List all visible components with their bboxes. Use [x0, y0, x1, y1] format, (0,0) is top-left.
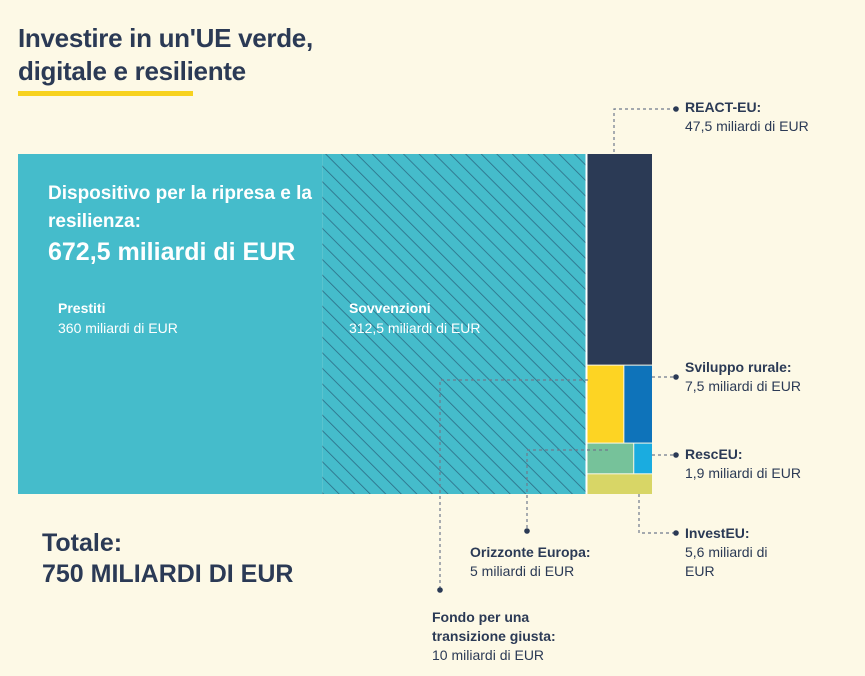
- label-fondo-transizione-name: Fondo per una transizione giusta:: [432, 609, 556, 644]
- label-sovvenzioni: Sovvenzioni 312,5 miliardi di EUR: [349, 298, 481, 338]
- label-resceu-name: RescEU:: [685, 446, 743, 462]
- title-line-1: Investire in un'UE verde,: [18, 23, 313, 53]
- treemap-rect-orizzonte-europa: [587, 443, 634, 474]
- label-prestiti-value: 360 miliardi di EUR: [58, 320, 178, 336]
- leader-dot-orizzonte-europa: [524, 528, 530, 534]
- label-fondo-transizione: Fondo per una transizione giusta: 10 mil…: [432, 608, 597, 665]
- label-resceu: RescEU: 1,9 miliardi di EUR: [685, 445, 801, 483]
- label-fondo-transizione-value: 10 miliardi di EUR: [432, 647, 545, 663]
- leader-line-investeu: [638, 494, 676, 534]
- treemap-rect-prestiti: [18, 154, 323, 494]
- label-react-eu: REACT-EU: 47,5 miliardi di EUR: [685, 98, 809, 136]
- main-series-value: 672,5 miliardi di EUR: [48, 238, 296, 266]
- label-investeu: InvestEU: 5,6 miliardi di EUR: [685, 524, 795, 581]
- leader-dot-fondo-transizione: [437, 587, 443, 593]
- label-orizzonte-europa: Orizzonte Europa: 5 miliardi di EUR: [470, 543, 591, 581]
- leader-dot-sviluppo-rurale: [673, 374, 679, 380]
- treemap-rect-sovvenzioni: [322, 154, 587, 494]
- leader-line-react-eu: [613, 108, 676, 152]
- label-resceu-value: 1,9 miliardi di EUR: [685, 465, 801, 481]
- title-line-2: digitale e resiliente: [18, 56, 246, 86]
- label-react-eu-value: 47,5 miliardi di EUR: [685, 118, 809, 134]
- main-series-name-text: Dispositivo per la ripresa e la resilien…: [48, 183, 312, 232]
- title-underline: [18, 91, 193, 96]
- label-sviluppo-rurale: Sviluppo rurale: 7,5 miliardi di EUR: [685, 358, 801, 396]
- total-value: 750 MILIARDI DI EUR: [42, 560, 294, 588]
- label-investeu-name: InvestEU:: [685, 525, 750, 541]
- leader-line-fondo-transizione: [439, 379, 588, 590]
- page-title: Investire in un'UE verde, digitale e res…: [18, 22, 313, 88]
- label-sviluppo-rurale-value: 7,5 miliardi di EUR: [685, 378, 801, 394]
- total-label: Totale:: [42, 529, 123, 557]
- leader-dot-investeu: [673, 530, 679, 536]
- label-sovvenzioni-name: Sovvenzioni: [349, 300, 431, 316]
- label-prestiti-name: Prestiti: [58, 300, 106, 316]
- leader-dot-react-eu: [673, 106, 679, 112]
- main-series-name: Dispositivo per la ripresa e la resilien…: [48, 180, 368, 236]
- leader-line-orizzonte-europa: [526, 449, 608, 531]
- treemap-rect-fondo-transizione-giusta: [587, 365, 624, 443]
- label-orizzonte-europa-value: 5 miliardi di EUR: [470, 563, 575, 579]
- label-sovvenzioni-value: 312,5 miliardi di EUR: [349, 320, 481, 336]
- treemap-rect-react-eu: [587, 154, 652, 365]
- treemap-rect-investeu: [587, 474, 652, 494]
- treemap-rect-resceu: [634, 443, 652, 474]
- total-block: Totale: 750 MILIARDI DI EUR: [42, 528, 293, 590]
- label-investeu-value: 5,6 miliardi di EUR: [685, 544, 768, 579]
- label-orizzonte-europa-name: Orizzonte Europa:: [470, 544, 591, 560]
- leader-dot-resceu: [673, 452, 679, 458]
- label-sviluppo-rurale-name: Sviluppo rurale:: [685, 359, 792, 375]
- label-prestiti: Prestiti 360 miliardi di EUR: [58, 298, 178, 338]
- treemap-rect-sviluppo-rurale: [624, 365, 652, 443]
- label-react-eu-name: REACT-EU:: [685, 99, 762, 115]
